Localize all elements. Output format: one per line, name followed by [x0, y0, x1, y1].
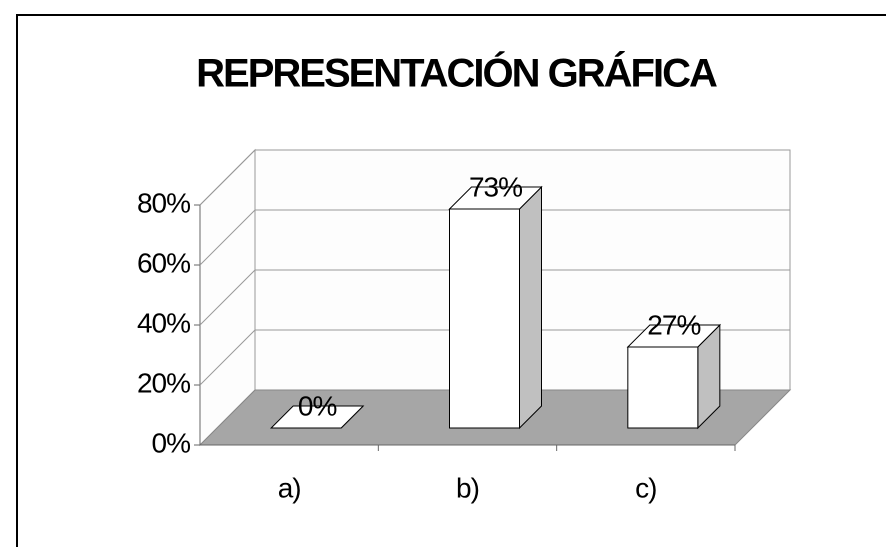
grid-line — [199, 269, 256, 326]
bar — [627, 346, 699, 429]
bar — [449, 208, 520, 429]
data-label: 0% — [298, 390, 337, 421]
x-tick-label: a) — [278, 472, 301, 503]
chart-title: REPRESENTACIÓN GRÁFICA — [196, 50, 717, 96]
y-tick-label: 40% — [137, 307, 190, 338]
y-tick-label: 60% — [137, 247, 190, 278]
bar-side — [519, 185, 542, 430]
data-label: 27% — [647, 309, 700, 340]
data-label: 73% — [469, 171, 522, 202]
bar-top — [626, 324, 722, 348]
y-tick-label: 20% — [137, 367, 190, 398]
x-tick-label: c) — [635, 472, 656, 503]
grid-line — [199, 149, 256, 206]
grid-line — [199, 209, 256, 266]
bar-top — [269, 405, 365, 429]
grid-line — [199, 329, 256, 386]
x-tick-label: b) — [456, 472, 479, 503]
y-tick-label: 0% — [152, 427, 191, 458]
bar-top — [448, 186, 543, 210]
y-tick-label: 80% — [137, 187, 190, 218]
